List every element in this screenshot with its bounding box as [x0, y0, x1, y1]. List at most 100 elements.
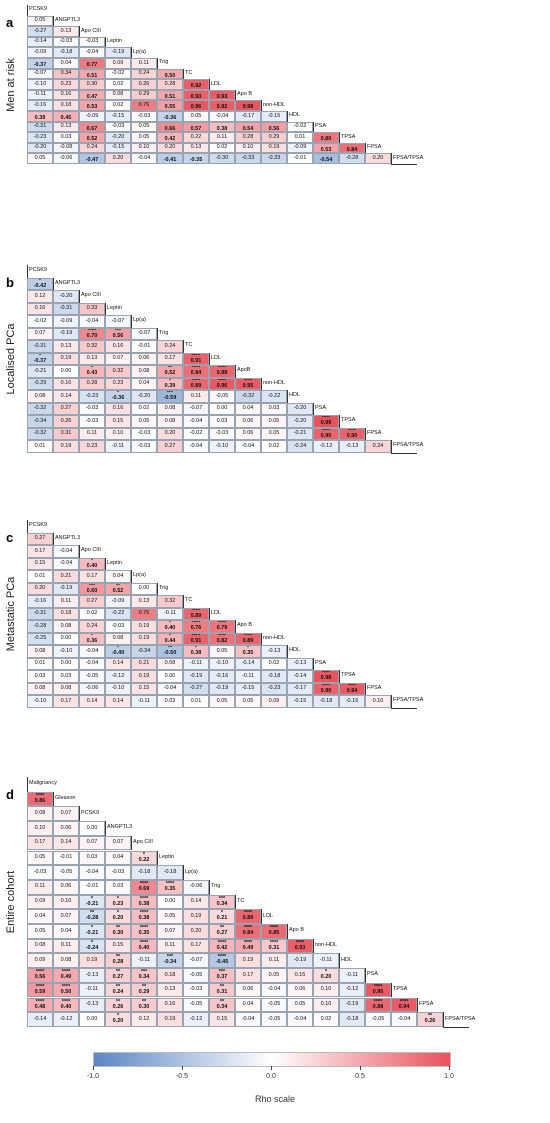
heatmap-cell: 0.19 [131, 620, 157, 633]
rho-value: -0.27 [33, 27, 47, 34]
heatmap-cell: 0.32 [105, 365, 131, 378]
rho-value: -0.13 [293, 660, 307, 666]
rho-value: -0.05 [215, 392, 229, 399]
heatmap-cell: 0.20 [105, 153, 131, 164]
heatmap-cell: 0.30 [79, 79, 105, 90]
rho-value: 0.39 [34, 115, 46, 122]
heatmap-cell: * 0.36 [79, 632, 105, 645]
heatmap-cell: 0.13 [53, 121, 79, 133]
variable-label: non-HDL [315, 942, 338, 949]
significance-stars: *** [114, 327, 122, 334]
rho-value: 0.08 [164, 417, 176, 424]
heatmap-cell: * 0.39 [157, 377, 183, 390]
rho-value: -0.15 [111, 112, 125, 119]
rho-value: -0.03 [111, 622, 125, 629]
heatmap-cell: ** 0.30 [105, 924, 131, 939]
heatmap-cell: -0.23 [79, 390, 105, 403]
rho-value: 0.32 [86, 342, 98, 349]
rho-value: -0.16 [33, 101, 47, 108]
heatmap-cell: 0.05 [27, 924, 53, 939]
heatmap-cell: 0.15 [209, 1012, 235, 1027]
rho-value: 0.42 [216, 944, 228, 951]
heatmap-cell: -0.15 [105, 142, 131, 154]
heatmap-cell: 0.11 [79, 427, 105, 440]
heatmap-cell: 0.06 [235, 427, 261, 440]
rho-value: 0.94 [346, 687, 358, 694]
variable-label: Apo CIII [81, 547, 101, 554]
staircase-border [365, 968, 366, 983]
rho-value: -0.40 [111, 650, 125, 656]
heatmap-cell: * 0.39 [27, 111, 53, 122]
staircase-border [157, 58, 158, 69]
significance-stars: *** [166, 954, 174, 961]
heatmap-cell: -0.20 [27, 142, 53, 154]
heatmap-cell: 0.11 [209, 132, 235, 143]
heatmap-cell: **** 0.86 [27, 791, 53, 807]
heatmap-cell: ** 0.26 [417, 1012, 443, 1027]
scale-tick-label: -1.0 [86, 1073, 100, 1080]
staircase-border [27, 265, 28, 278]
rho-value: -0.06 [85, 685, 99, 691]
significance-stars: ** [63, 111, 69, 117]
heatmap-cell: 0.00 [157, 894, 183, 910]
heatmap-cell: * -0.40 [105, 645, 131, 658]
heatmap-cell: *** -0.34 [157, 953, 183, 969]
heatmap-cell: 0.03 [27, 670, 53, 683]
heatmap-cell: -0.07 [27, 68, 53, 80]
heatmap-cell: -0.07 [183, 402, 209, 415]
heatmap-cell: **** 0.35 [157, 879, 183, 895]
rho-value: -0.33 [267, 154, 281, 161]
heatmap-cell: 0.05 [27, 15, 53, 27]
heatmap-cell: **** 0.90 [313, 427, 339, 440]
heatmap-cell: **** 0.89 [183, 377, 209, 390]
heatmap-cell: -0.02 [27, 315, 53, 328]
variable-label: PCSK9 [29, 6, 48, 13]
rho-value: 0.31 [216, 988, 228, 995]
staircase-border [287, 111, 288, 122]
rho-value: -0.37 [33, 357, 47, 364]
heatmap-cell: -0.20 [105, 132, 131, 143]
rho-value: 0.11 [60, 942, 72, 949]
rho-value: 0.19 [268, 144, 280, 151]
rho-value: 0.88 [216, 370, 228, 376]
heatmap-cell: 0.07 [105, 835, 131, 851]
rho-value: 0.29 [268, 133, 280, 140]
rho-value: 0.33 [86, 305, 98, 311]
rho-value: 0.76 [138, 101, 150, 108]
significance-stars: **** [87, 327, 97, 334]
heatmap-cell: 0.04 [27, 909, 53, 924]
heatmap-cell: -0.16 [209, 670, 235, 683]
significance-stars: **** [321, 415, 331, 421]
significance-stars: ** [115, 954, 121, 961]
rho-value: 0.40 [60, 1003, 72, 1010]
heatmap-cell: 0.24 [79, 142, 105, 154]
rho-value: 0.01 [190, 697, 202, 704]
heatmap-cell: -0.10 [27, 79, 53, 90]
rho-value: 0.04 [138, 380, 150, 386]
rho-value: 0.00 [164, 672, 176, 679]
rho-value: 0.76 [190, 625, 202, 631]
rho-value: -0.03 [111, 123, 125, 130]
heatmap-cell: 0.16 [27, 302, 53, 315]
heatmap-cell: -0.19 [53, 327, 79, 340]
heatmap-cell: * -0.37 [27, 352, 53, 365]
heatmap-cell: **** 0.96 [209, 377, 235, 390]
rho-value: 0.09 [34, 956, 46, 963]
heatmap-cell: **** 0.95 [235, 377, 261, 390]
staircase-border [79, 806, 80, 822]
rho-value: 0.98 [242, 104, 254, 111]
rho-value: -0.13 [345, 442, 359, 449]
rho-value: 0.05 [268, 430, 280, 436]
heatmap-cell: 0.06 [53, 879, 79, 895]
heatmap-cell: 0.00 [79, 821, 105, 836]
heatmap-cell: 0.02 [261, 440, 287, 453]
panel-letter-b: b [6, 275, 14, 290]
significance-stars: **** [347, 427, 357, 434]
significance-stars: **** [139, 939, 149, 946]
heatmap-cell: -0.04 [391, 1012, 417, 1027]
heatmap-cell: 0.06 [235, 415, 261, 428]
heatmap-cell: -0.32 [27, 427, 53, 440]
heatmap-cell: 0.19 [131, 670, 157, 683]
heatmap-cell: ** 0.27 [209, 924, 235, 939]
rho-value: 0.07 [164, 927, 176, 934]
